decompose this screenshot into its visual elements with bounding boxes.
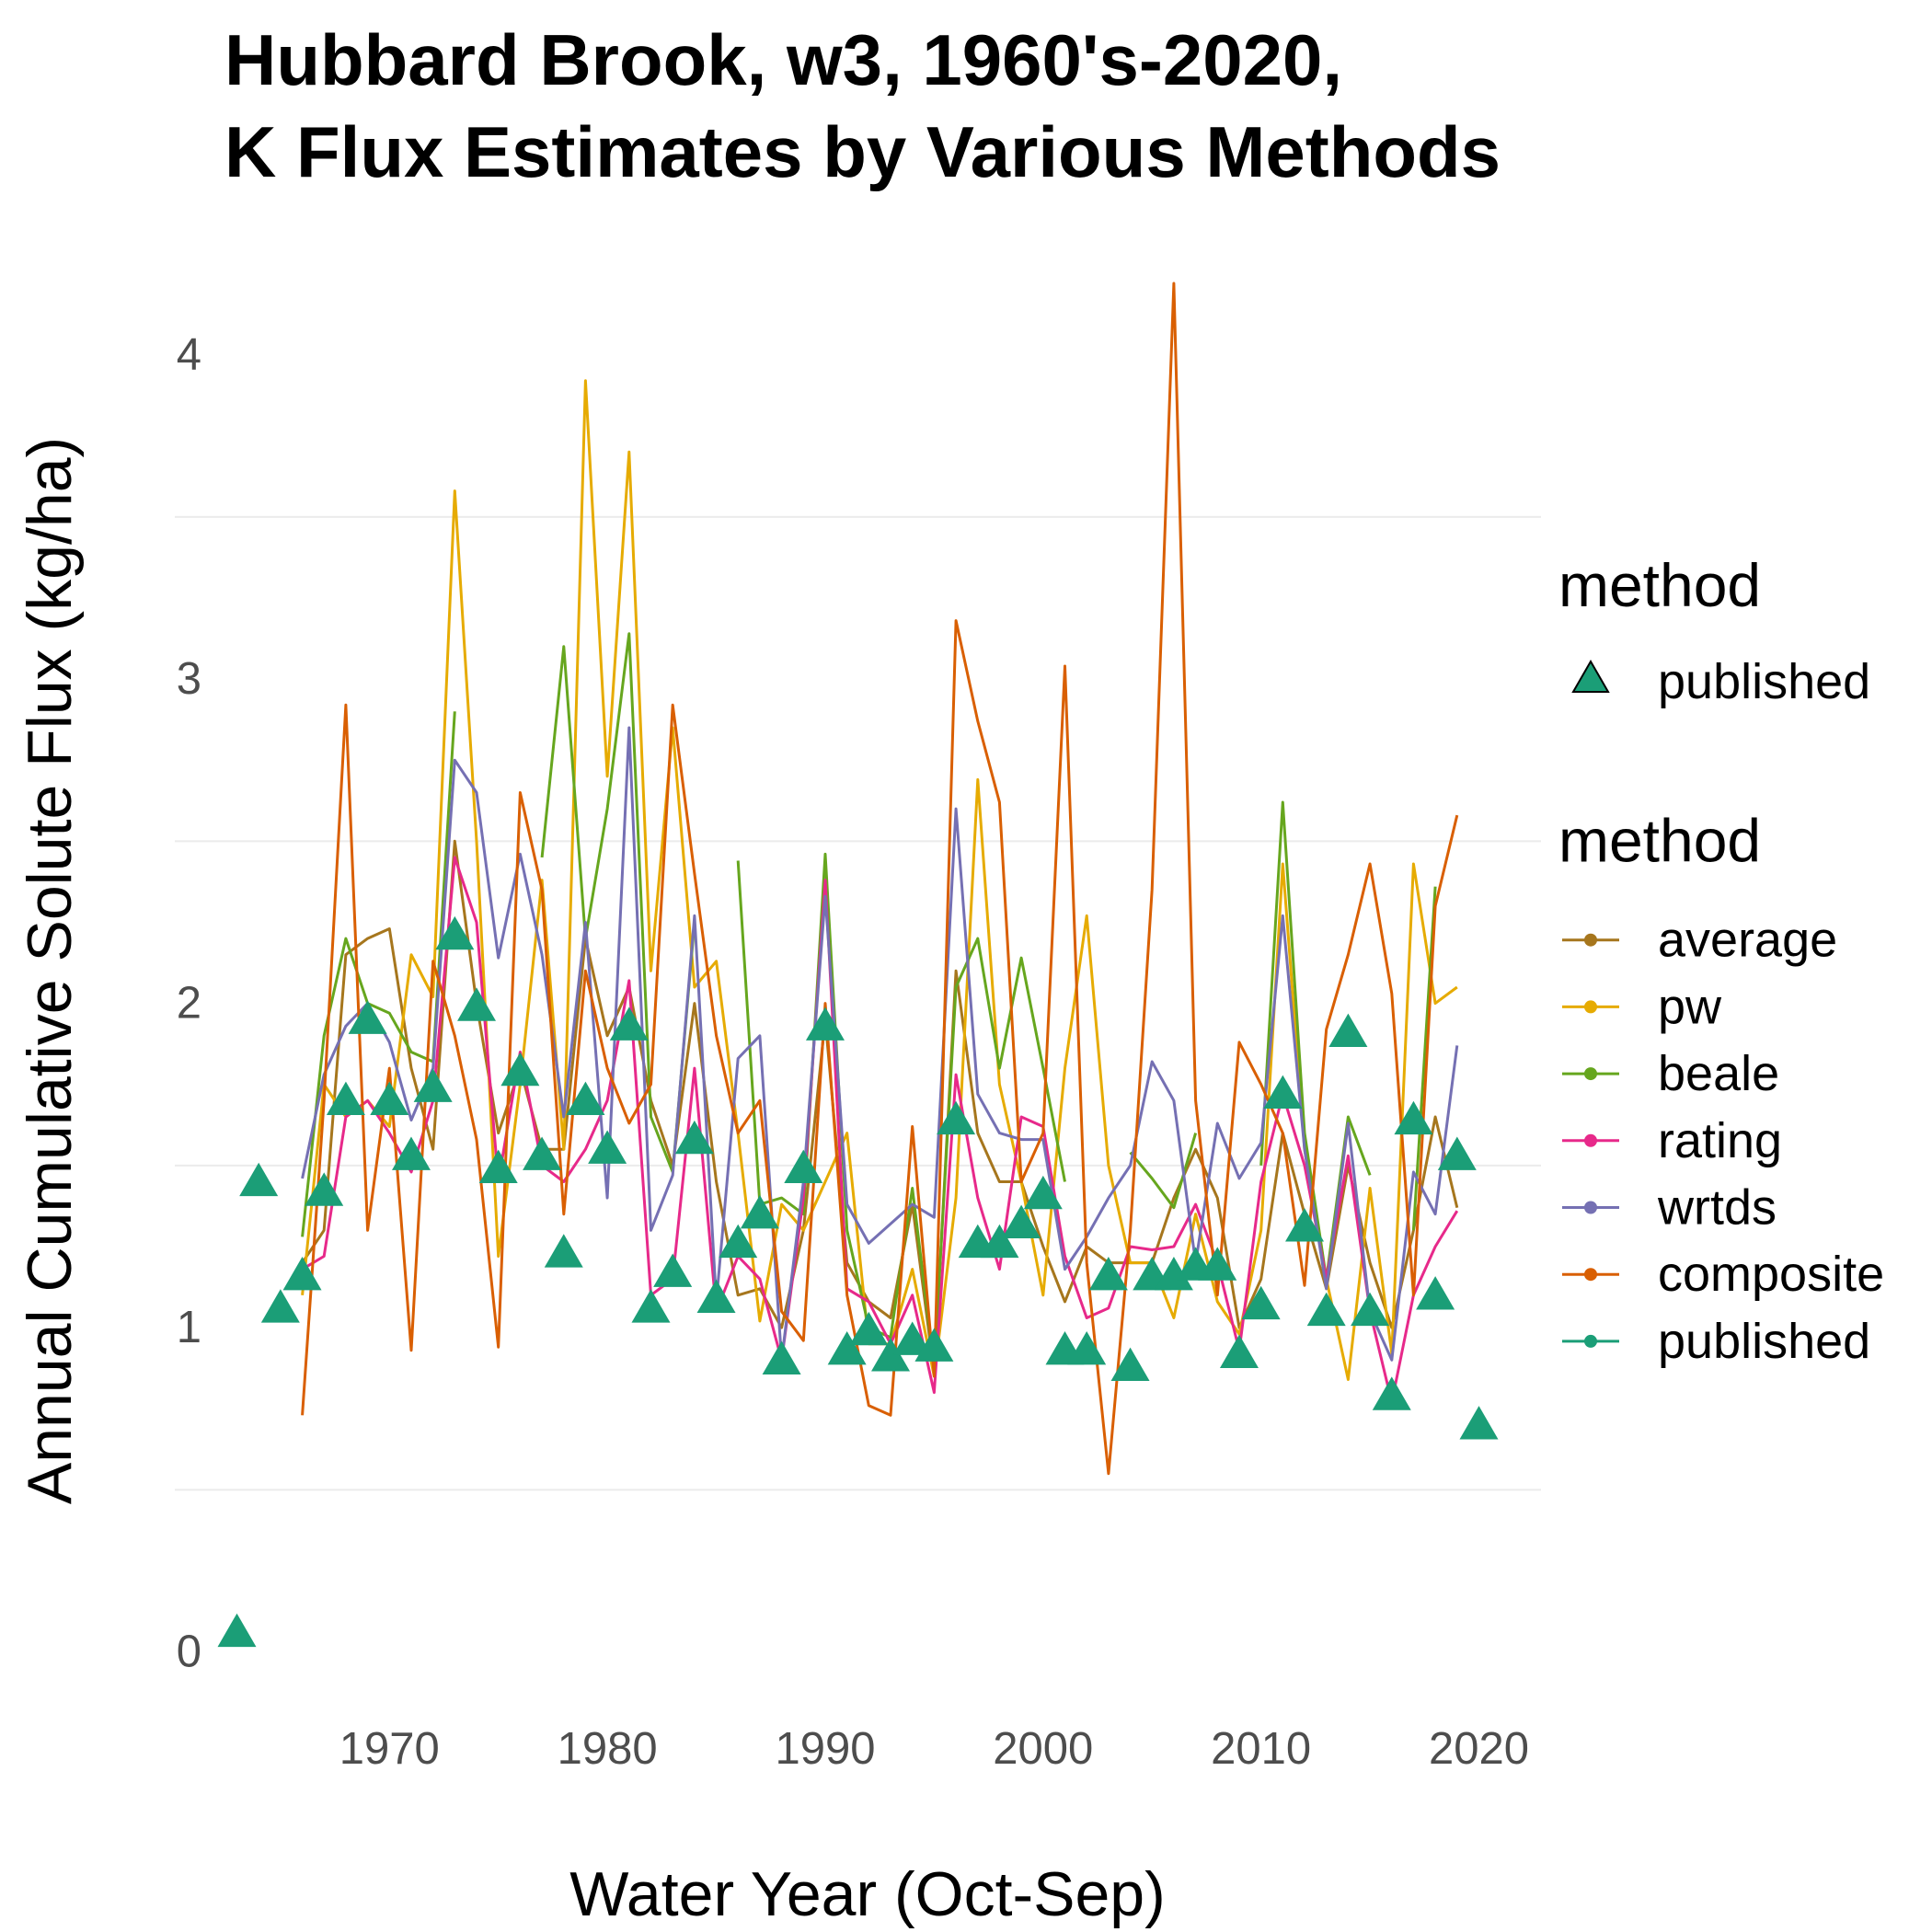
point: [1328, 1013, 1368, 1047]
point: [1351, 1292, 1390, 1327]
point: [762, 1340, 801, 1374]
point: [1416, 1276, 1455, 1310]
point: [871, 1338, 911, 1372]
x-tick-label: 1970: [339, 1724, 440, 1774]
legend-symbol: [1584, 1201, 1597, 1214]
point: [1437, 1136, 1477, 1170]
point: [1285, 1208, 1325, 1242]
y-tick-label: 3: [177, 654, 201, 704]
point: [413, 1068, 453, 1102]
point: [239, 1162, 279, 1197]
point: [937, 1100, 976, 1135]
point: [1394, 1100, 1433, 1135]
series-line: [301, 839, 1459, 1374]
point: [566, 1081, 605, 1115]
series-line: [301, 726, 1459, 1362]
point: [391, 1136, 431, 1170]
legend-label: composite: [1658, 1247, 1884, 1302]
legend-label: beale: [1658, 1046, 1779, 1101]
point: [260, 1289, 300, 1323]
series-line: [301, 856, 1459, 1404]
point: [849, 1311, 889, 1346]
point: [1002, 1204, 1041, 1238]
point: [1198, 1247, 1237, 1281]
point: [500, 1052, 540, 1087]
point: [305, 1172, 344, 1206]
y-axis-title: Annual Cumulative Solute Flux (kg/ha): [15, 437, 85, 1504]
point: [1372, 1376, 1411, 1410]
point: [1306, 1292, 1346, 1327]
point: [914, 1328, 954, 1362]
point: [326, 1081, 365, 1115]
point: [1088, 1256, 1128, 1291]
legend-title: method: [1558, 551, 1761, 619]
point: [457, 987, 497, 1021]
point: [1263, 1075, 1303, 1109]
point: [1067, 1331, 1107, 1365]
legend-symbol: [1571, 660, 1610, 693]
point: [523, 1136, 562, 1170]
legend-label: rating: [1658, 1113, 1782, 1168]
point: [282, 1256, 322, 1291]
legend-label: wrtds: [1657, 1180, 1777, 1236]
point: [217, 1613, 257, 1648]
legend-label: published: [1658, 1314, 1870, 1369]
chart-title: Hubbard Brook, w3, 1960's-2020,: [224, 19, 1342, 100]
y-tick-label: 2: [177, 979, 201, 1029]
point: [719, 1224, 758, 1259]
legend-label: average: [1658, 913, 1837, 968]
y-tick-label: 0: [177, 1627, 201, 1677]
point: [696, 1279, 736, 1314]
point: [588, 1130, 627, 1164]
point: [348, 1000, 387, 1034]
series-line: [301, 282, 1459, 1476]
point: [1241, 1285, 1281, 1320]
point: [478, 1149, 518, 1184]
point: [805, 1006, 845, 1041]
y-tick-label: 1: [177, 1303, 201, 1352]
x-tick-label: 2020: [1429, 1724, 1529, 1774]
x-axis-title: Water Year (Oct-Sep): [569, 1859, 1166, 1929]
point: [1023, 1175, 1063, 1210]
legend-title: method: [1558, 807, 1761, 875]
point: [631, 1289, 671, 1323]
chart-title: K Flux Estimates by Various Methods: [224, 111, 1501, 192]
point: [827, 1331, 867, 1365]
point: [1219, 1334, 1259, 1368]
y-tick-label: 4: [177, 330, 201, 380]
legend-symbol: [1584, 1133, 1597, 1147]
legend-symbol: [1584, 933, 1597, 947]
point: [370, 1081, 409, 1115]
point: [980, 1224, 1019, 1259]
legend-symbol: [1584, 1334, 1597, 1348]
legend-symbol: [1584, 1067, 1597, 1081]
point: [1110, 1347, 1150, 1382]
x-tick-label: 1980: [558, 1724, 658, 1774]
legend-label: published: [1658, 654, 1870, 709]
x-tick-label: 2000: [993, 1724, 1093, 1774]
point: [653, 1253, 693, 1287]
point: [784, 1149, 823, 1184]
legend-label: pw: [1658, 979, 1722, 1034]
x-tick-label: 2010: [1211, 1724, 1311, 1774]
series-line: [301, 379, 1458, 1381]
point: [544, 1234, 583, 1268]
legend-symbol: [1584, 1268, 1597, 1282]
point: [1154, 1256, 1193, 1291]
x-tick-label: 1990: [775, 1724, 875, 1774]
point: [892, 1321, 932, 1355]
legend-symbol: [1584, 1000, 1597, 1014]
point: [740, 1194, 779, 1229]
point: [1459, 1406, 1499, 1440]
point: [674, 1120, 714, 1155]
point: [435, 915, 475, 950]
point: [609, 1006, 649, 1041]
